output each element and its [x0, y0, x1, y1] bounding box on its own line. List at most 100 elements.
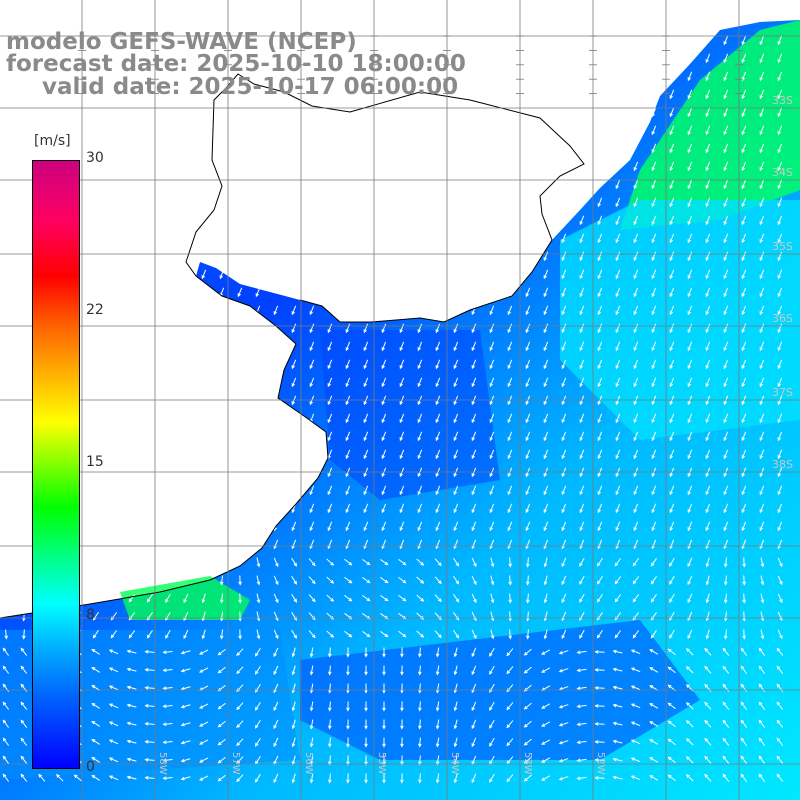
wind-arrow-head — [651, 437, 655, 442]
wind-arrow — [759, 269, 765, 279]
wind-arrow-head — [758, 755, 763, 760]
wind-arrow-head — [345, 455, 349, 460]
wind-arrow — [633, 269, 639, 279]
wind-arrow — [724, 557, 728, 567]
wind-arrow-head — [506, 670, 511, 675]
wind-arrow-head — [489, 455, 493, 460]
wind-arrow — [541, 703, 551, 709]
wind-arrow — [741, 53, 747, 63]
wind-arrow — [705, 179, 711, 189]
wind-arrow — [291, 323, 297, 333]
wind-arrow-head — [291, 365, 295, 370]
wind-arrow-head — [471, 437, 475, 442]
wind-arrow — [110, 630, 118, 638]
wind-arrow — [759, 305, 765, 315]
wind-arrow — [20, 738, 28, 746]
wind-arrow-head — [579, 311, 583, 316]
wind-arrow — [471, 755, 477, 765]
wind-arrow — [722, 756, 730, 764]
wind-arrow-head — [217, 777, 222, 782]
wind-arrow-head — [256, 581, 261, 586]
wind-arrow — [723, 197, 729, 207]
wind-arrow-head — [723, 581, 728, 586]
wind-arrow-head — [330, 634, 335, 638]
wind-arrow — [651, 269, 657, 279]
wind-arrow — [489, 719, 495, 729]
wind-arrow — [615, 305, 621, 315]
wind-arrow — [471, 719, 477, 729]
wind-arrow-head — [561, 293, 565, 298]
wind-arrow — [453, 557, 459, 567]
wind-arrow-head — [576, 758, 581, 763]
wind-arrow-head — [759, 59, 763, 64]
wind-arrow-head — [453, 725, 458, 730]
wind-arrow — [220, 575, 224, 585]
wind-arrow — [525, 539, 531, 549]
wind-arrow-head — [685, 738, 690, 742]
wind-arrow — [256, 629, 260, 639]
wind-arrow — [541, 757, 551, 763]
wind-arrow — [453, 431, 459, 441]
wind-arrow-head — [615, 437, 619, 442]
wind-arrow-head — [579, 598, 583, 603]
wind-arrow-head — [328, 689, 332, 694]
wind-arrow — [507, 305, 513, 315]
wind-arrow-head — [219, 599, 224, 604]
wind-arrow — [454, 701, 458, 711]
wind-arrow-head — [523, 759, 528, 764]
wind-arrow — [741, 431, 747, 441]
wind-arrow-head — [418, 725, 422, 730]
wind-arrow — [597, 215, 603, 225]
wind-arrow-head — [758, 773, 763, 778]
wind-arrow — [327, 485, 333, 495]
wind-arrow — [579, 269, 585, 279]
wind-arrow-head — [669, 167, 673, 172]
wind-arrow — [704, 702, 712, 710]
wind-arrow-head — [759, 329, 763, 334]
wind-arrow-head — [256, 635, 261, 640]
wind-arrow — [741, 107, 747, 117]
wind-arrow — [435, 359, 441, 369]
wind-arrow — [723, 35, 729, 45]
wind-arrow — [561, 611, 567, 621]
wind-arrow — [669, 485, 675, 495]
wind-arrow — [631, 757, 641, 763]
wind-arrow — [381, 503, 387, 513]
wind-arrow-head — [438, 580, 442, 585]
wind-arrow — [597, 539, 603, 549]
wind-arrow — [760, 575, 764, 585]
wind-arrow-head — [366, 579, 371, 584]
wind-arrow-head — [506, 724, 511, 729]
wind-arrow-head — [201, 599, 206, 604]
wind-arrow — [561, 413, 567, 423]
wind-arrow — [220, 629, 224, 639]
wind-arrow-head — [309, 527, 313, 532]
wind-arrow — [308, 558, 316, 566]
wind-arrow-head — [759, 491, 763, 496]
wind-arrow-head — [238, 617, 242, 622]
wind-arrow-head — [723, 509, 727, 514]
wind-arrow-head — [651, 311, 655, 316]
wind-arrow-head — [523, 777, 528, 782]
wind-arrow — [273, 773, 279, 783]
wind-arrow-head — [579, 221, 583, 226]
wind-arrow-head — [759, 77, 763, 82]
wind-arrow-head — [597, 311, 601, 316]
wind-arrow — [579, 413, 585, 423]
wind-arrow — [543, 485, 549, 495]
wind-arrow — [759, 539, 765, 549]
wind-arrow — [291, 359, 297, 369]
wind-arrow-head — [579, 491, 583, 496]
wind-arrow — [398, 576, 406, 584]
colorbar-tick-30: 30 — [86, 150, 104, 166]
wind-arrow — [326, 558, 334, 566]
wind-arrow-head — [705, 95, 709, 100]
wind-arrow-head — [741, 401, 745, 406]
wind-arrow-head — [633, 167, 637, 172]
wind-arrow — [435, 485, 441, 495]
wind-arrow — [419, 755, 421, 765]
wind-arrow — [525, 305, 531, 315]
wind-arrow-head — [669, 491, 673, 496]
wind-arrow-head — [311, 598, 316, 603]
wind-arrow — [91, 703, 101, 709]
